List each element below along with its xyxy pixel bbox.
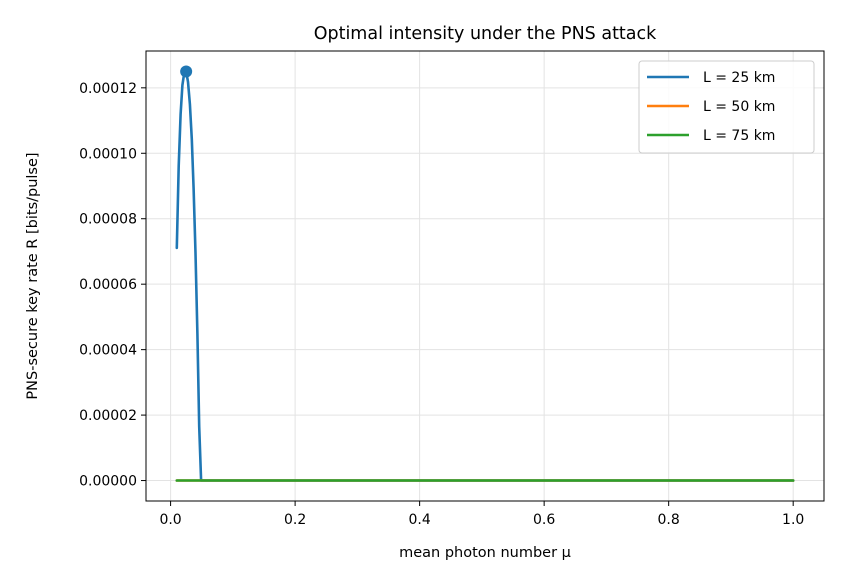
- y-tick-label: 0.00004: [79, 343, 137, 359]
- y-tick-label: 0.00006: [79, 277, 137, 293]
- x-tick-label: 0.8: [658, 512, 680, 528]
- x-tick-label: 0.0: [159, 512, 181, 528]
- y-tick-label: 0.00000: [79, 474, 137, 490]
- y-tick-label: 0.00012: [79, 81, 137, 97]
- y-ticks: 0.00000 0.00002 0.00004 0.00006 0.00008 0.000…: [79, 81, 146, 490]
- x-axis-label: mean photon number μ: [399, 545, 571, 561]
- legend-box: [638, 60, 815, 154]
- x-tick-label: 0.6: [533, 512, 555, 528]
- x-tick-label: 0.2: [284, 512, 306, 528]
- x-tick-label: 0.4: [408, 512, 430, 528]
- markers: [180, 65, 193, 78]
- y-axis-label: PNS-secure key rate R [bits/pulse]: [25, 152, 41, 399]
- legend-label-1: L = 25 km: [703, 70, 775, 86]
- x-ticks: 0.0 0.2 0.4 0.6 0.8 1.0: [159, 501, 804, 528]
- legend: L = 25 km L = 50 km L = 75 km: [638, 60, 815, 154]
- x-tick-label: 1.0: [782, 512, 804, 528]
- chart-title: Optimal intensity under the PNS attack: [314, 24, 657, 44]
- legend-label-2: L = 50 km: [703, 99, 775, 115]
- y-tick-label: 0.00002: [79, 408, 137, 424]
- legend-label-3: L = 75 km: [703, 128, 775, 144]
- y-tick-label: 0.00008: [79, 212, 137, 228]
- optimum-marker: [180, 65, 193, 78]
- plot-frame: [145, 50, 825, 502]
- y-tick-label: 0.00010: [79, 146, 137, 162]
